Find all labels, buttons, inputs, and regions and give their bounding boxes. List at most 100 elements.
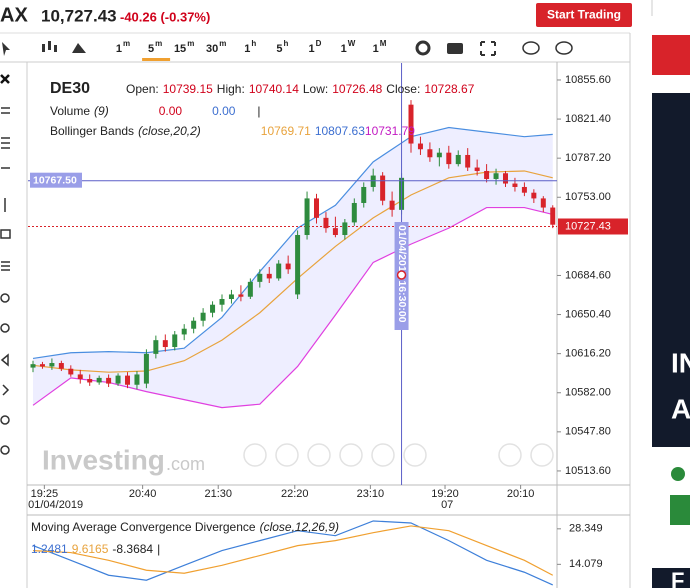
symbol: AX [0, 4, 28, 26]
candle-body [446, 152, 452, 165]
candle-body [351, 202, 357, 223]
interval[interactable]: 5 [148, 43, 154, 55]
interval[interactable]: 1 [341, 43, 347, 55]
fullscreen-icon[interactable] [480, 41, 496, 56]
candle-body [436, 152, 442, 158]
candle-body [172, 334, 178, 348]
interval[interactable]: 30 [206, 43, 218, 55]
legend-params: (9) [94, 104, 109, 118]
candle-body [257, 273, 263, 282]
macd-plot [32, 520, 554, 586]
candle-body [285, 263, 291, 270]
candle-body [276, 263, 282, 279]
x-tick-label: 22:20 [281, 488, 309, 500]
interval[interactable]: 1 [244, 43, 250, 55]
interval-unit[interactable]: m [219, 39, 226, 48]
ad-text: IN [671, 347, 690, 378]
legend-label: Low: [302, 82, 329, 96]
camera-icon[interactable] [447, 43, 463, 54]
nav-buttons[interactable] [243, 443, 554, 467]
interval-unit[interactable]: m [123, 39, 130, 48]
y-tick-label: 10547.80 [565, 426, 611, 438]
interval-unit[interactable]: D [316, 39, 322, 48]
cursor-icon[interactable] [2, 42, 10, 56]
interval-unit[interactable]: h [284, 39, 289, 48]
candle-body [531, 192, 537, 199]
candle-body [125, 375, 131, 385]
settings-icon[interactable] [415, 40, 431, 56]
legend-value: 0.00 [212, 104, 236, 118]
candle-body [484, 170, 490, 179]
interval[interactable]: 1 [116, 43, 122, 55]
download-icon[interactable] [522, 41, 540, 55]
macd-legend: Moving Average Convergence Divergence (cl… [31, 520, 343, 534]
button-label[interactable]: Start Trading [547, 8, 621, 22]
candle-body [342, 222, 348, 235]
candle-body [134, 374, 140, 385]
candle-body [361, 186, 367, 203]
y-tick-label: 10753.00 [565, 191, 611, 203]
change: -40.26 (-0.37%) [120, 9, 210, 24]
legend-value: 0.00 [158, 104, 183, 118]
plot [28, 100, 557, 409]
upload-icon[interactable] [555, 41, 573, 55]
interval[interactable]: 1 [373, 43, 379, 55]
legend-value: 10807.63 [314, 124, 365, 138]
candle-body [238, 294, 244, 297]
x-sublabel: 01/04/2019 [28, 499, 83, 511]
macd-title: Moving Average Convergence Divergence [31, 520, 256, 534]
interval-unit[interactable]: h [251, 39, 256, 48]
ad [652, 568, 690, 588]
candle-body [87, 379, 93, 383]
current-price-label: 10727.43 [565, 220, 611, 232]
side-button[interactable] [652, 35, 690, 75]
y-tick-label: 28.349 [569, 523, 603, 535]
y-tick-label: 10787.20 [565, 152, 611, 164]
interval-unit[interactable]: m [155, 39, 162, 48]
macd-value: 9.6165 [71, 542, 109, 556]
candle-body [39, 364, 45, 367]
start-trading-button[interactable] [536, 3, 632, 27]
interval-unit[interactable]: M [380, 39, 387, 48]
macd-values: 1.2481 9.6165 -8.3684 | [31, 542, 164, 556]
interval-unit[interactable]: W [348, 39, 356, 48]
current-price-box [558, 218, 628, 235]
x-tick-label: 20:40 [129, 488, 157, 500]
x-tick-label: 19:20 [431, 488, 459, 500]
logo [670, 495, 690, 525]
candle-body [417, 143, 423, 150]
candle-body [427, 149, 433, 158]
interval-unit[interactable]: m [187, 39, 194, 48]
y-tick-label: 10513.60 [565, 465, 611, 477]
candles-icon[interactable] [42, 41, 57, 52]
drawing-tools[interactable] [0, 107, 11, 455]
interval[interactable]: 5 [276, 43, 282, 55]
candle-body [68, 368, 74, 375]
y-tick-label: 14.079 [569, 558, 603, 570]
legend-ohlc: DE30 Open: 10739.15 High: 10740.14 Low: 10726.… [50, 80, 482, 98]
candle-body [96, 377, 102, 383]
crosshair-point [396, 270, 407, 280]
candle-body [465, 154, 471, 168]
macd-line [32, 525, 554, 576]
candle-body [502, 173, 508, 184]
candle-body [77, 374, 83, 380]
watermark: .com [166, 454, 205, 474]
y-tick-label: 10616.20 [565, 348, 611, 360]
close-tool[interactable] [0, 74, 10, 84]
candle-body [266, 273, 272, 279]
candle-body [521, 186, 527, 193]
candle-body [370, 175, 376, 187]
area-icon[interactable] [72, 43, 86, 53]
candle-body [295, 234, 301, 295]
interval[interactable]: 1 [308, 43, 314, 55]
candle-body [304, 198, 310, 235]
candle-body [247, 281, 253, 297]
legend-label: Open: [126, 82, 159, 96]
candle-body [550, 207, 556, 225]
interval[interactable]: 15 [174, 43, 186, 55]
candle-body [49, 363, 55, 367]
legend-value: 10740.14 [248, 82, 299, 96]
candle-body [332, 228, 338, 235]
